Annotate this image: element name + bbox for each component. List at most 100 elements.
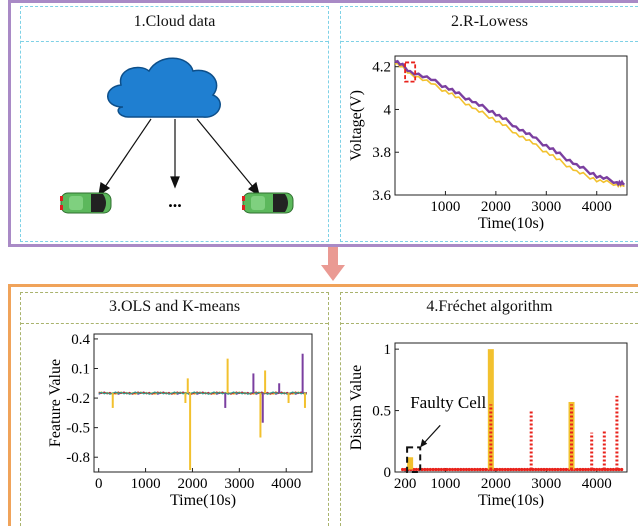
dissim-red-point	[456, 467, 460, 472]
dissim-red-point	[592, 467, 596, 472]
dissim-red-point	[500, 467, 504, 472]
dissim-value-chart: 200 1000 2000 3000 4000 0 0.5 1 Time(10s) Dissim …	[348, 342, 628, 509]
plot-area	[93, 333, 313, 473]
car-icon	[242, 192, 294, 214]
x-tick-label: 2000	[177, 476, 207, 492]
dissim-red-point	[609, 467, 613, 472]
panel-cloud-data: 1.Cloud data ...	[20, 6, 329, 242]
x-tick-label: 3000	[531, 476, 561, 492]
x-axis-label: Time(10s)	[478, 492, 544, 509]
y-tick-label: 0.5	[372, 404, 391, 420]
stage-2-frame	[8, 284, 638, 526]
dissim-red-point	[442, 467, 446, 472]
y-axis-label: Feature Value	[47, 359, 64, 447]
x-tick-label: 4000	[271, 476, 301, 492]
dissim-red-point	[520, 467, 524, 472]
y-axis-label: Dissim Value	[348, 365, 365, 450]
dissim-red-point	[581, 467, 585, 472]
y-tick-label: 4.2	[372, 60, 391, 76]
y-tick-label: 0	[384, 465, 392, 481]
feature-baseline-line	[98, 391, 308, 395]
panel-title: 1.Cloud data	[133, 13, 216, 30]
title-divider	[341, 323, 638, 324]
x-tick-label: 4000	[582, 199, 612, 215]
faulty-cell-arrowhead	[420, 438, 428, 448]
dissim-red-point	[503, 467, 507, 472]
dissim-red-point	[473, 467, 477, 472]
y-tick-label: 1	[384, 342, 392, 358]
cloud-diagram: ...	[60, 57, 294, 214]
dissim-red-point	[467, 467, 471, 472]
down-arrow-icon	[321, 247, 345, 281]
dissim-red-point	[448, 467, 452, 472]
dissim-red-point	[464, 467, 468, 472]
dissim-red-point	[434, 467, 438, 472]
dissim-red-point	[475, 467, 480, 472]
dissim-red-point	[401, 467, 405, 472]
dissim-red-point	[517, 467, 521, 472]
dissim-red-point	[545, 467, 549, 472]
y-axis-label: Voltage(V)	[348, 90, 365, 161]
faulty-cell-pointer	[421, 424, 441, 446]
x-tick-label: 0	[95, 476, 103, 492]
dissim-red-point	[556, 467, 560, 472]
faulty-cell-box	[406, 446, 422, 474]
panel-title: 3.OLS and K-means	[108, 298, 241, 315]
dissim-red-point	[514, 467, 518, 472]
stage-1-frame	[8, 0, 638, 247]
dissim-red-point	[425, 467, 430, 472]
dissim-yellow-peak	[407, 457, 414, 470]
y-tick-label: 4	[384, 102, 392, 118]
dissim-red-point	[564, 467, 568, 472]
dissim-red-point	[439, 467, 443, 472]
x-tick-label: 1000	[430, 199, 460, 215]
dissim-red-point	[525, 467, 529, 472]
x-axis-label: Time(10s)	[170, 492, 236, 509]
x-tick-label: 4000	[582, 476, 612, 492]
dissim-red-point	[484, 467, 488, 472]
dissim-red-point	[450, 467, 455, 472]
cloud-icon	[107, 57, 221, 118]
dissim-red-point	[403, 467, 407, 472]
dissim-red-point	[553, 467, 557, 472]
dissim-red-point	[453, 467, 457, 472]
dissim-red-point	[478, 467, 482, 472]
y-tick-label: 3.6	[372, 188, 391, 204]
panel-title: 4.Fréchet algorithm	[426, 298, 553, 315]
highlight-box	[404, 61, 417, 83]
dissim-red-point	[437, 467, 441, 472]
dissim-red-point	[431, 467, 435, 472]
dissim-red-point	[584, 467, 588, 472]
x-axis-label: Time(10s)	[478, 215, 544, 232]
car-icon	[60, 192, 112, 214]
y-tick-label: -0.2	[66, 391, 90, 407]
dissim-red-point	[548, 467, 552, 472]
dissim-red-point	[578, 467, 582, 472]
faulty-cell-label: Faulty Cell	[410, 393, 486, 412]
dissim-red-point	[611, 467, 615, 472]
dissim-red-point	[536, 467, 541, 472]
title-divider	[21, 41, 328, 42]
dissim-red-point	[423, 467, 427, 472]
dissim-red-point	[597, 467, 602, 472]
dissim-red-point	[445, 467, 449, 472]
panel-title: 2.R-Lowess	[451, 13, 528, 30]
plot-area	[394, 342, 628, 473]
x-tick-label: 2000	[481, 476, 511, 492]
dissim-red-point	[414, 467, 418, 472]
feature-baseline-line	[98, 391, 308, 395]
x-tick-label: 2000	[481, 199, 511, 215]
dissim-red-point	[620, 467, 624, 472]
dissim-red-point	[462, 467, 466, 472]
dissim-red-point	[506, 467, 510, 472]
x-tick-label: 200	[394, 476, 417, 492]
y-tick-label: -0.5	[66, 421, 90, 437]
dissim-red-point	[561, 467, 566, 472]
dissim-red-point	[511, 467, 516, 472]
title-divider	[21, 323, 328, 324]
dissim-red-point	[586, 467, 590, 472]
voltage-chart: 1000 2000 3000 4000 3.6 3.8 4 4.2 Time(10s) Volta…	[348, 55, 628, 232]
dissim-red-point	[428, 467, 432, 472]
y-tick-label: 0.1	[71, 362, 90, 378]
y-tick-label: 0.4	[71, 332, 90, 348]
